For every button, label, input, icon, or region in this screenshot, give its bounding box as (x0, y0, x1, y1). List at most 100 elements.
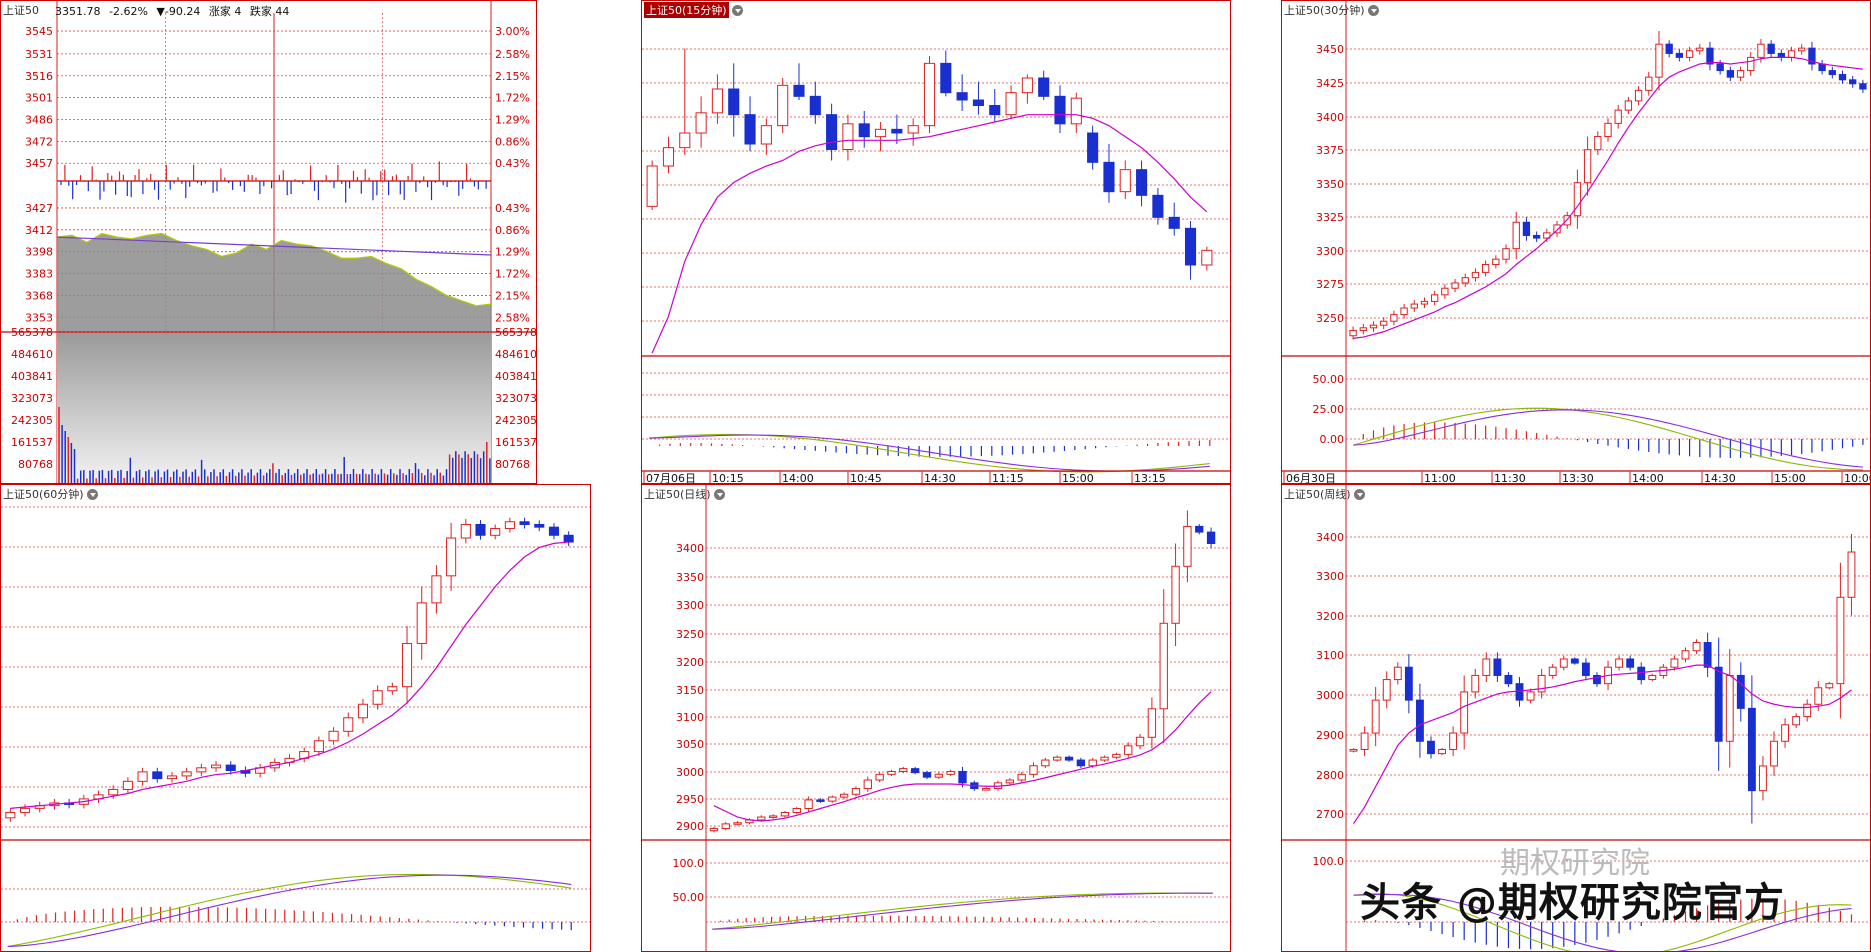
p60-candle (328, 730, 339, 742)
p60-candle (357, 703, 369, 719)
p15-candle (956, 92, 968, 101)
p60-candle (563, 534, 574, 543)
p60-candle (19, 807, 31, 813)
day-candle (709, 827, 719, 832)
volume-tick: 403841 (11, 370, 53, 383)
p15-candle (1152, 194, 1164, 218)
price-tick: 3350 (1316, 178, 1344, 191)
p60-candle (475, 523, 486, 536)
week-candle (1593, 674, 1601, 685)
x-tick: 14:30 (1704, 472, 1736, 484)
chevron-down-icon[interactable] (86, 488, 98, 500)
intraday-header: 3351.78 -2.62% ▼-90.24 涨家 4 跌家 44 (55, 3, 294, 19)
week-candle (1681, 650, 1690, 660)
week-candle (1427, 740, 1435, 755)
week-candle (1526, 691, 1535, 701)
p60-candle (519, 521, 530, 525)
day-candle (1041, 759, 1050, 767)
price-tick: 3450 (1316, 43, 1344, 56)
p30-candle (1420, 300, 1429, 305)
day-candle (816, 799, 825, 802)
panel-60min-title: 上证50(60分钟) (3, 486, 98, 502)
volume-tick-right: 484610 (495, 348, 537, 361)
day-candle (757, 816, 766, 821)
p15-candle (760, 125, 772, 145)
week-candle (1814, 687, 1823, 705)
week-candle (1692, 642, 1701, 652)
p15-candle (1168, 216, 1180, 229)
volume-tick: 565378 (11, 326, 53, 339)
week-candle (1615, 658, 1624, 668)
panel-15min[interactable]: 上证50(15分钟) 07月06日 10:15 14:00 10:45 14:30 11:… (641, 0, 1231, 484)
day-candle (1100, 756, 1109, 761)
week-candle (1581, 662, 1590, 676)
p60-candle (5, 811, 16, 819)
price-tick: 3100 (676, 711, 704, 724)
panel-weekly-label: 上证50(周线) (1284, 488, 1351, 501)
p30-candle (1675, 52, 1684, 58)
volume-tick: 484610 (11, 348, 53, 361)
macd-tick: 50.00 (1313, 373, 1345, 386)
chevron-down-icon[interactable] (1367, 4, 1379, 16)
week-candle (1559, 658, 1568, 668)
pct-tick: 3.00% (495, 25, 530, 38)
p15-ma-line (651, 114, 1208, 354)
p15-candle (940, 62, 952, 94)
intraday-chart: 3545 3.00% 3531 2.58% 3516 2.15% 3501 1.72% 3486… (1, 1, 537, 483)
panel-60min[interactable]: 上证50(60分钟) (0, 484, 591, 952)
candlestick-15min-chart: 07月06日 10:15 14:00 10:45 14:30 11:15 15:00 13:1… (642, 48, 1230, 484)
price-tick: 3250 (1316, 312, 1344, 325)
volume-bg (57, 333, 491, 483)
week-candle (1360, 732, 1369, 750)
price-tick: 3353 (25, 311, 53, 324)
chevron-down-icon[interactable] (1353, 488, 1365, 500)
day-candle (1053, 756, 1062, 761)
p15-candle (728, 88, 740, 116)
week-candle (1460, 691, 1469, 734)
week-candle (1482, 658, 1491, 676)
panel-daily[interactable]: 上证50(日线) 3400 3350 3300 3250 3200 3150 3100 305… (641, 484, 1231, 952)
price-tick: 3150 (676, 684, 704, 697)
pct-tick: 0.86% (495, 135, 530, 148)
p30-candle (1400, 307, 1408, 316)
p30-candle (1828, 70, 1836, 76)
p30-candle (1431, 294, 1439, 302)
p30-candle (1512, 221, 1520, 250)
day-candle (1029, 765, 1038, 775)
x-tick: 14:30 (924, 472, 956, 484)
p30-candle (1655, 43, 1663, 78)
pct-tick: 1.29% (495, 113, 530, 126)
p30-candle (1859, 83, 1867, 90)
panel-30min[interactable]: 上证50(30分钟) 3450 3425 3400 3375 3350 3325 3300 3… (1281, 0, 1871, 484)
intraday-change: ▼-90.24 (156, 5, 201, 18)
p30-candle (1522, 221, 1531, 236)
price-tick: 3425 (1316, 77, 1344, 90)
week-candle (1570, 658, 1579, 664)
price-tick: 2800 (1316, 769, 1344, 782)
chevron-down-icon[interactable] (731, 4, 743, 16)
intraday-panel[interactable]: 上证50 3351.78 -2.62% ▼-90.24 涨家 4 跌家 44 3… (0, 0, 537, 484)
week-candle (1781, 724, 1790, 742)
week-candle (1725, 674, 1734, 742)
p15-candle (662, 147, 675, 167)
pct-tick: 1.72% (495, 268, 530, 281)
price-tick: 3501 (25, 92, 53, 105)
volume-tick-right: 161537 (495, 436, 537, 449)
week-candle (1349, 748, 1358, 752)
price-tick: 3531 (25, 48, 53, 61)
p30-ma-line (1353, 56, 1863, 339)
volume-tick-right: 403841 (495, 370, 537, 383)
p60-dea-line (7, 874, 572, 947)
p60-ma-line (10, 541, 569, 809)
week-candle (1648, 674, 1657, 681)
intraday-down-count: 跌家 44 (249, 5, 290, 18)
p30-candle (1757, 43, 1765, 58)
price-tick: 3398 (25, 246, 53, 259)
week-candle (1438, 748, 1446, 755)
chevron-down-icon[interactable] (713, 488, 725, 500)
p60-candle (343, 717, 354, 732)
price-tick: 3325 (1316, 211, 1344, 224)
p15-candle (1021, 77, 1033, 94)
day-candle (1195, 525, 1204, 533)
day-candle (1135, 736, 1145, 747)
